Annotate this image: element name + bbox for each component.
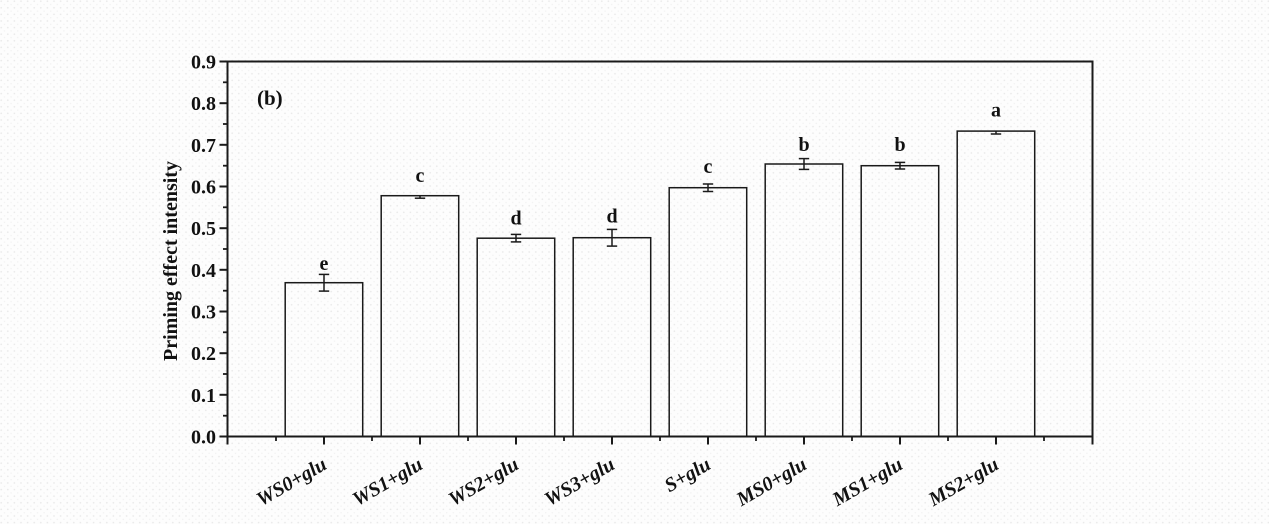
svg-text:(b): (b): [257, 86, 283, 110]
svg-text:c: c: [704, 156, 713, 178]
svg-text:b: b: [798, 134, 809, 156]
svg-text:Priming effect intensity: Priming effect intensity: [160, 161, 182, 361]
svg-text:0.9: 0.9: [191, 52, 216, 74]
svg-text:0.5: 0.5: [191, 218, 216, 240]
svg-text:e: e: [320, 253, 329, 275]
svg-text:0.4: 0.4: [191, 260, 216, 282]
svg-text:0.6: 0.6: [191, 177, 216, 199]
svg-text:a: a: [991, 100, 1001, 122]
svg-text:d: d: [510, 208, 521, 230]
svg-text:c: c: [416, 165, 425, 187]
svg-text:d: d: [606, 206, 617, 228]
svg-text:b: b: [894, 134, 905, 156]
svg-text:0.2: 0.2: [191, 343, 216, 365]
svg-text:0.0: 0.0: [191, 427, 216, 449]
svg-text:0.1: 0.1: [191, 385, 216, 407]
svg-text:0.3: 0.3: [191, 302, 216, 324]
svg-text:0.7: 0.7: [191, 135, 216, 157]
svg-text:0.8: 0.8: [191, 93, 216, 115]
